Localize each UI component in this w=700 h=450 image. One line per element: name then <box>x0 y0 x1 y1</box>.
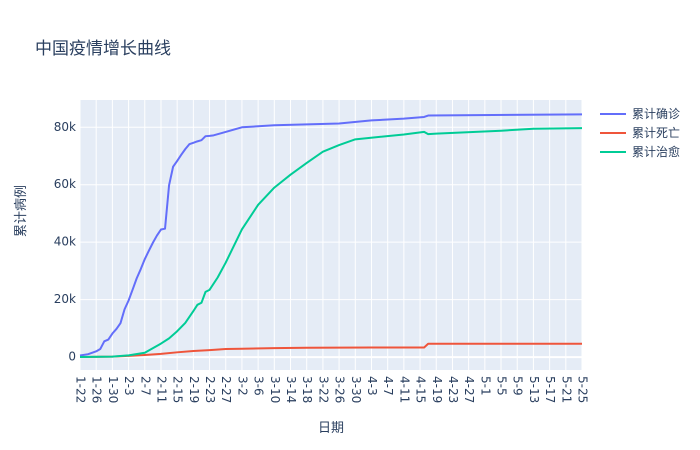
chart-title: 中国疫情增长曲线 <box>35 39 171 59</box>
x-tick-label: 2-7 <box>138 376 152 396</box>
series-line[interactable] <box>79 127 583 358</box>
series-line[interactable] <box>79 113 583 357</box>
plot-background <box>80 100 582 370</box>
x-tick-label: 4-27 <box>462 376 476 403</box>
legend-item-confirmed[interactable]: 累计确诊 <box>598 104 680 123</box>
x-tick-label: 3-14 <box>284 376 298 403</box>
x-axis-title: 日期 <box>318 421 345 436</box>
legend-swatch <box>600 150 626 153</box>
x-tick-label: 3-18 <box>300 376 314 403</box>
legend-label: 累计治愈 <box>632 145 681 159</box>
x-tick-label: 4-19 <box>430 376 444 403</box>
x-tick-label: 4-23 <box>446 376 460 403</box>
series-line[interactable] <box>79 342 583 359</box>
x-tick-label: 2-3 <box>122 376 136 396</box>
legend-label: 累计确诊 <box>632 107 681 121</box>
legend-label: 累计死亡 <box>632 126 681 140</box>
x-tick-label: 3-10 <box>268 376 282 403</box>
y-tick-label: 80k <box>54 120 76 134</box>
x-tick-label: 4-7 <box>381 376 395 396</box>
y-axis-title: 累计病例 <box>14 184 29 237</box>
legend-swatch <box>600 112 626 115</box>
y-tick-labels: 0 20k 40k 60k 80k <box>54 120 76 364</box>
legend-item-recovered[interactable]: 累计治愈 <box>598 142 680 161</box>
x-tick-label: 5-9 <box>511 376 525 396</box>
x-tick-label: 3-22 <box>316 376 330 403</box>
legend-swatch <box>600 131 626 134</box>
x-tick-label: 3-26 <box>333 376 347 403</box>
x-tick-label: 1-22 <box>74 376 88 403</box>
x-tick-label: 2-27 <box>219 376 233 403</box>
x-tick-label: 4-15 <box>414 376 428 403</box>
x-tick-label: 3-6 <box>252 376 266 396</box>
x-tick-label: 4-11 <box>397 376 411 403</box>
y-tick-label: 20k <box>54 292 76 306</box>
x-tick-label: 3-30 <box>349 376 363 403</box>
x-tick-label: 4-3 <box>365 376 379 396</box>
y-tick-label: 60k <box>54 177 76 191</box>
x-tick-label: 2-19 <box>187 376 201 403</box>
x-tick-label: 5-5 <box>495 376 509 396</box>
x-tick-label: 2-11 <box>154 376 168 403</box>
x-tick-labels: 1-22 1-26 1-30 2-3 2-7 2-11 2-15 2-19 2-23 2-27 3-… <box>74 376 590 403</box>
series-lines[interactable] <box>79 113 583 359</box>
x-tick-label: 3-2 <box>235 376 249 396</box>
y-tick-label: 0 <box>68 350 76 364</box>
legend-item-deaths[interactable]: 累计死亡 <box>598 123 680 142</box>
gridlines <box>79 100 583 370</box>
x-tick-label: 2-23 <box>203 376 217 403</box>
x-tick-label: 1-30 <box>106 376 120 403</box>
x-tick-label: 5-21 <box>559 376 573 403</box>
x-tick-label: 5-25 <box>576 376 590 403</box>
x-tick-label: 1-26 <box>90 376 104 403</box>
x-tick-label: 5-13 <box>527 376 541 403</box>
y-tick-label: 40k <box>54 235 76 249</box>
x-tick-label: 2-15 <box>171 376 185 403</box>
x-tick-label: 5-1 <box>478 376 492 396</box>
legend: 累计确诊 累计死亡 累计治愈 <box>598 104 680 161</box>
x-tick-label: 5-17 <box>543 376 557 403</box>
